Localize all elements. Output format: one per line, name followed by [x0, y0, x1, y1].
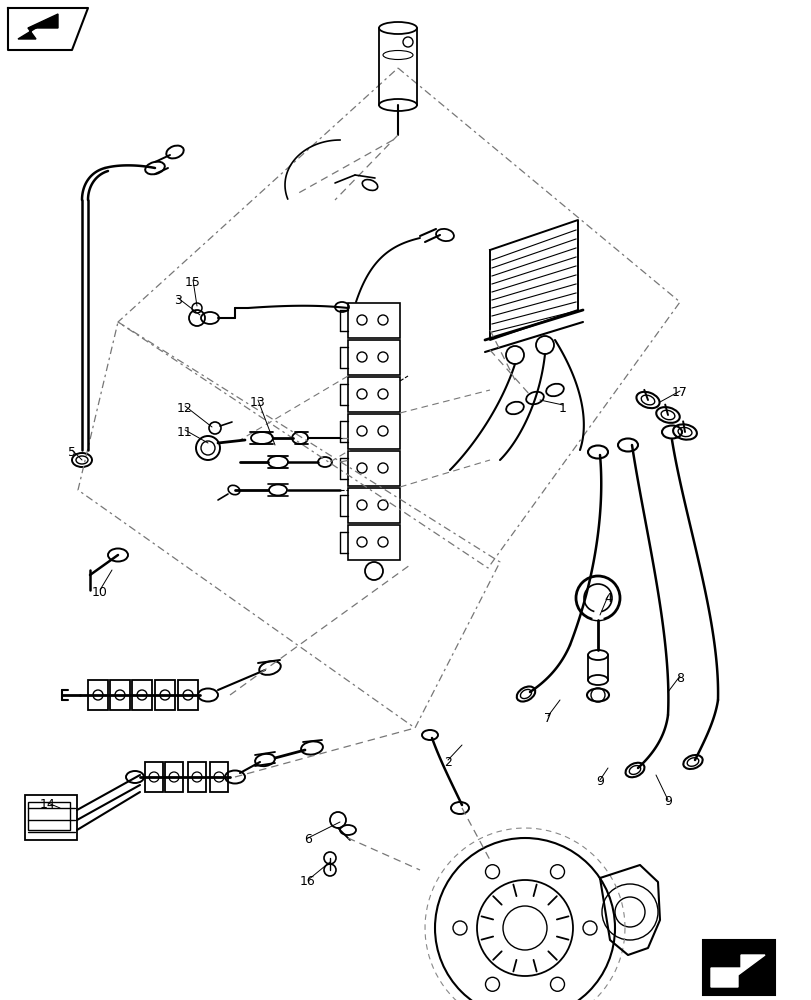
Bar [145, 762, 163, 792]
Text: 8: 8 [676, 672, 683, 684]
Bar [178, 680, 198, 710]
Bar [155, 680, 175, 710]
Bar [25, 795, 77, 840]
Text: 7: 7 [543, 712, 551, 724]
Bar [348, 414, 400, 449]
Text: 17: 17 [672, 386, 687, 399]
Polygon shape [710, 955, 764, 987]
Bar [348, 377, 400, 412]
Bar [28, 802, 70, 830]
Bar [348, 340, 400, 375]
Bar [348, 488, 400, 523]
Polygon shape [18, 14, 58, 39]
Bar [702, 940, 774, 995]
Text: 14: 14 [40, 798, 56, 811]
Text: 6: 6 [303, 833, 311, 846]
Bar [132, 680, 152, 710]
Bar [165, 762, 182, 792]
Bar [348, 525, 400, 560]
Text: 10: 10 [92, 586, 108, 599]
Bar [109, 680, 130, 710]
Text: 11: 11 [177, 426, 193, 438]
Bar [210, 762, 228, 792]
Text: 13: 13 [250, 395, 265, 408]
Text: 12: 12 [177, 401, 193, 414]
Text: 9: 9 [663, 795, 672, 808]
Text: 15: 15 [185, 275, 200, 288]
Text: 1: 1 [559, 401, 566, 414]
Bar [188, 762, 206, 792]
Text: 16: 16 [300, 876, 315, 888]
Text: 5: 5 [68, 446, 76, 460]
Text: 2: 2 [444, 756, 452, 768]
Text: 9: 9 [595, 775, 603, 788]
Text: 4: 4 [603, 591, 611, 604]
Bar [88, 680, 108, 710]
Bar [348, 451, 400, 486]
Bar [348, 303, 400, 338]
Text: 3: 3 [174, 294, 182, 306]
Wedge shape [591, 598, 603, 620]
